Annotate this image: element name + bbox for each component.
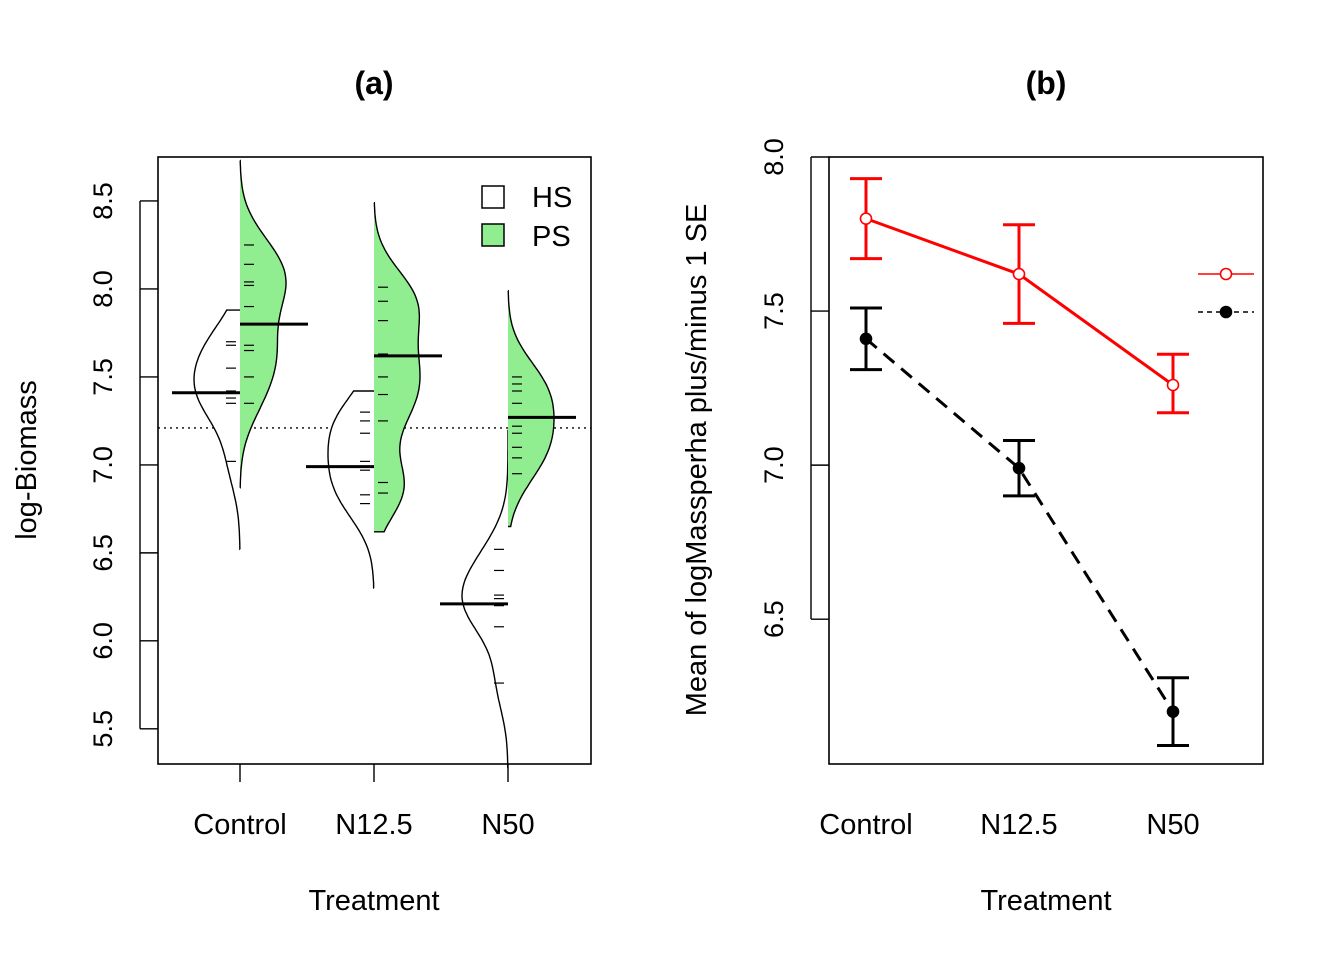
panel-b-x-axis: Control N12.5 N50 — [819, 809, 1199, 841]
x-tick-label: N12.5 — [980, 809, 1057, 841]
y-tick-label: 7.0 — [88, 446, 118, 484]
panel-a-legend: HS PS — [481, 182, 572, 253]
x-tick-label: N12.5 — [335, 809, 412, 841]
y-tick-label: 7.0 — [759, 446, 789, 484]
y-tick-label: 5.5 — [88, 710, 118, 748]
bean-fill-hs-control — [194, 310, 240, 550]
bean-outline-hs-control — [193, 309, 241, 551]
panel-a-y-axis: 5.5 6.0 6.5 7.0 7.5 8.0 8.5 — [88, 182, 158, 748]
legend-swatch-hs — [481, 185, 505, 209]
y-tick-label: 8.5 — [88, 182, 118, 220]
bean-outline-hs-n50 — [461, 429, 509, 769]
y-tick-label: 7.5 — [88, 358, 118, 396]
panel-a-beanplot: (a) 5.5 6.0 6.5 7.0 7.5 8.0 8.5 Control N12.5 N5… — [11, 65, 592, 917]
panel-a-plot-area — [158, 159, 591, 769]
legend-key-point-1 — [1219, 305, 1233, 319]
mean-point — [1166, 378, 1180, 392]
legend-key-point-0 — [1219, 267, 1233, 281]
mean-point — [859, 332, 873, 346]
series-line-1 — [865, 337, 1175, 713]
mean-point — [859, 212, 873, 225]
x-tick-label: N50 — [481, 809, 534, 841]
panel-b-plot-area — [850, 177, 1189, 748]
bean-fill-ps-n50 — [508, 290, 554, 527]
y-tick-label: 8.0 — [88, 270, 118, 308]
panel-a-x-axis-label: Treatment — [308, 885, 439, 917]
bean-outline-hs-n12.5 — [327, 390, 375, 589]
mean-point — [1166, 705, 1180, 718]
legend-swatch-ps — [481, 223, 505, 247]
panel-b-legend — [1198, 267, 1254, 319]
panel-b-interaction-plot: (b) 6.5 7.0 7.5 8.0 Control N12.5 N50 Treatme… — [681, 65, 1264, 917]
panel-a-y-axis-label: log-Biomass — [11, 380, 43, 540]
mean-point — [1012, 461, 1026, 475]
y-tick-label: 7.5 — [759, 292, 789, 330]
panel-b-title: (b) — [1026, 65, 1067, 101]
x-tick-label: Control — [819, 809, 913, 841]
panel-b-x-axis-label: Treatment — [980, 885, 1111, 917]
y-tick-label: 6.0 — [88, 622, 118, 660]
bean-fill-ps-n12.5 — [374, 202, 420, 532]
y-tick-label: 6.5 — [88, 534, 118, 572]
panel-b-plot-frame — [828, 156, 1264, 765]
y-tick-label: 8.0 — [759, 138, 789, 176]
panel-b-y-axis: 6.5 7.0 7.5 8.0 — [759, 138, 829, 638]
panel-a-title: (a) — [354, 65, 393, 101]
panel-a-x-axis: Control N12.5 N50 — [193, 764, 535, 841]
bean-outline-ps-n50 — [507, 290, 555, 528]
mean-point — [1012, 267, 1026, 281]
bean-outline-ps-n12.5 — [373, 202, 421, 533]
panel-b-y-axis-label: Mean of logMassperha plus/minus 1 SE — [681, 204, 713, 717]
legend-label-hs: HS — [532, 182, 572, 214]
x-tick-label: N50 — [1146, 809, 1199, 841]
legend-label-ps: PS — [532, 221, 571, 253]
y-tick-label: 6.5 — [759, 600, 789, 638]
x-tick-label: Control — [193, 809, 287, 841]
bean-fill-hs-n12.5 — [328, 391, 374, 589]
